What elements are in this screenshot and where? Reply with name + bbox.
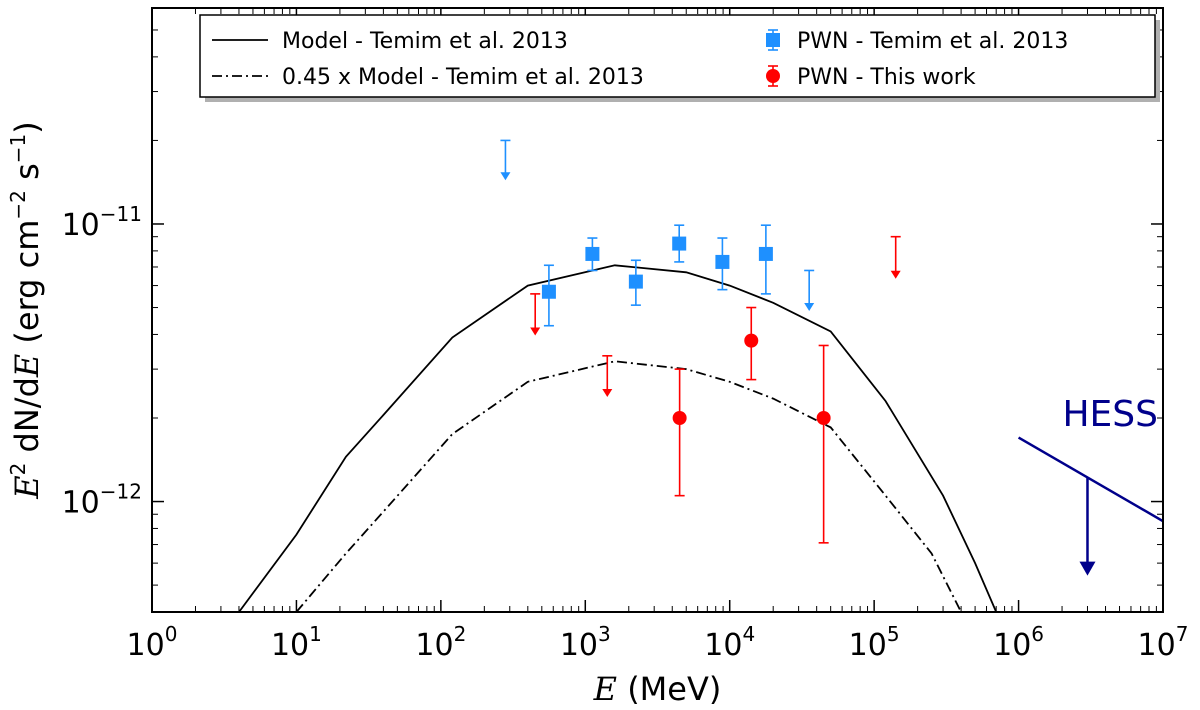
x-tick-label: 102 <box>415 622 466 663</box>
legend-temim-label: PWN - Temim et al. 2013 <box>797 29 1068 54</box>
temim-point <box>628 259 643 306</box>
temim-point <box>672 224 687 263</box>
temim-point <box>585 237 600 272</box>
thiswork-upper-limit-head <box>890 270 901 279</box>
x-tick-label-base: 10 <box>849 628 887 663</box>
temim-point-marker <box>585 246 600 261</box>
y-tick-label: 10−12 <box>62 480 142 521</box>
x-tick-label: 104 <box>704 622 755 663</box>
thiswork-point-marker <box>672 410 687 425</box>
legend-model-label: Model - Temim et al. 2013 <box>282 29 568 54</box>
x-tick-label-exp: 2 <box>454 622 467 646</box>
y-tick-label-exp: −11 <box>100 202 142 226</box>
x-tick-label-base: 10 <box>560 628 598 663</box>
thiswork-point <box>672 368 687 497</box>
model-curve <box>238 264 998 612</box>
thiswork-upper-limit-head <box>530 327 541 336</box>
temim-point-marker <box>715 254 730 269</box>
x-tick-label-base: 10 <box>415 628 453 663</box>
hess-label: HESS <box>1062 394 1158 435</box>
x-tick-label-base: 10 <box>1138 628 1176 663</box>
thiswork-upper-limit <box>890 235 901 279</box>
thiswork-upper-limit <box>530 293 541 336</box>
legend-temim-marker <box>766 29 780 51</box>
x-tick-label: 107 <box>1138 622 1189 663</box>
x-tick-label: 100 <box>127 622 178 663</box>
hess-arrow-head <box>1079 561 1096 576</box>
temim-upper-limit <box>500 139 511 181</box>
x-tick-label: 106 <box>993 622 1044 663</box>
x-tick-label-exp: 6 <box>1031 622 1044 646</box>
thiswork-point-marker <box>744 333 759 348</box>
x-tick-label: 101 <box>271 622 322 663</box>
temim-upper-limit-head <box>804 302 815 311</box>
temim-upper-limit-head <box>500 172 511 181</box>
thiswork-upper-limit <box>602 355 613 398</box>
x-tick-label-base: 10 <box>704 628 742 663</box>
hess-line <box>1017 436 1163 523</box>
y-tick-label-exp: −12 <box>100 480 142 504</box>
temim-point <box>715 237 730 291</box>
x-tick-label: 105 <box>849 622 900 663</box>
x-tick-label-exp: 4 <box>742 622 755 646</box>
thiswork-upper-limit-head <box>602 389 613 398</box>
x-tick-label-exp: 7 <box>1176 622 1189 646</box>
legend-scaled-model-label: 0.45 x Model - Temim et al. 2013 <box>282 65 644 90</box>
x-tick-label-exp: 1 <box>309 622 322 646</box>
x-tick-label-base: 10 <box>993 628 1031 663</box>
legend-thiswork-marker <box>766 65 780 87</box>
x-axis-title: E (MeV) <box>593 670 722 708</box>
temim-upper-limit <box>804 269 815 311</box>
temim-point-marker <box>758 246 773 261</box>
temim-point-marker <box>541 284 556 299</box>
y-tick-label-base: 10 <box>62 486 100 521</box>
temim-point-marker <box>628 274 643 289</box>
x-tick-label-exp: 0 <box>165 622 178 646</box>
legend: Model - Temim et al. 2013 0.45 x Model -… <box>199 14 1160 102</box>
x-tick-label-exp: 5 <box>887 622 900 646</box>
y-axis-title: E2 dN/dE (erg cm−2 s−1) <box>6 121 46 499</box>
y-tick-label-base: 10 <box>62 208 100 243</box>
scaled-model-curve <box>295 360 962 612</box>
temim-point <box>758 224 773 295</box>
x-tick-label-base: 10 <box>271 628 309 663</box>
temim-point <box>541 264 556 327</box>
plot-area: HESS <box>238 139 1163 612</box>
hess-limit: HESS <box>1017 394 1163 576</box>
thiswork-point-marker <box>816 410 831 425</box>
temim-point-marker <box>672 236 687 251</box>
legend-thiswork-label: PWN - This work <box>797 65 976 90</box>
plot-frame <box>151 7 1164 613</box>
legend-box <box>199 14 1156 98</box>
thiswork-point <box>816 344 831 544</box>
y-tick-label: 10−11 <box>62 202 142 243</box>
thiswork-point <box>744 306 759 381</box>
x-tick-label-base: 10 <box>127 628 165 663</box>
x-tick-label-exp: 3 <box>598 622 611 646</box>
x-tick-label: 103 <box>560 622 611 663</box>
